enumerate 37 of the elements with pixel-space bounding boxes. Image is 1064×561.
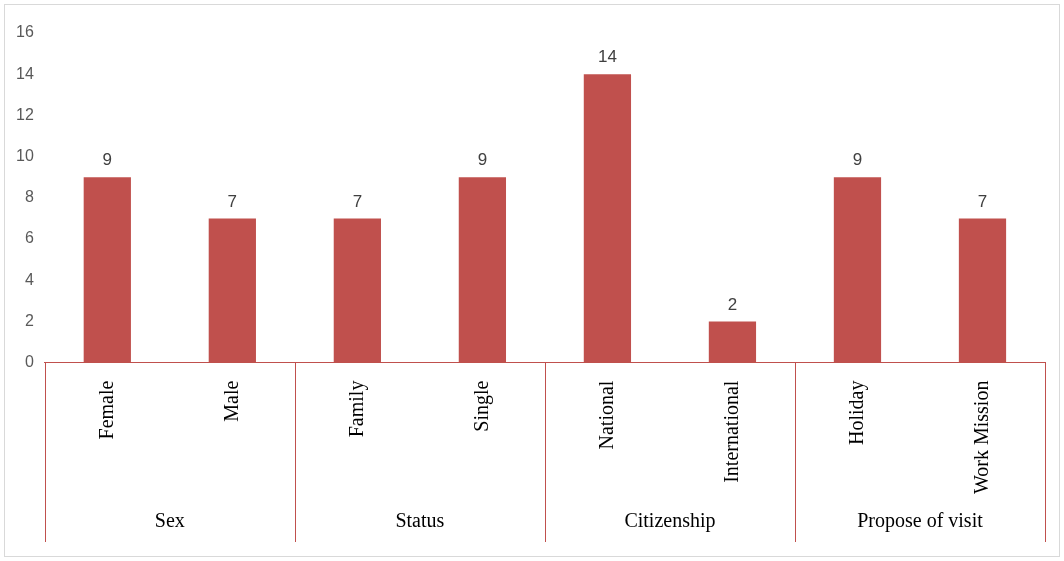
bar [958, 218, 1007, 363]
bar [208, 218, 256, 363]
x-tick-label: Work Mission [969, 380, 992, 495]
x-tick-label: Male [219, 380, 242, 422]
y-tick-label: 0 [24, 353, 34, 371]
y-tick-label: 4 [24, 270, 34, 288]
y-tick-label: 16 [16, 23, 34, 41]
x-tick-label: Holiday [844, 380, 868, 446]
data-label: 7 [227, 191, 238, 211]
text: Citizenship [624, 509, 716, 533]
bar [833, 177, 882, 363]
bar [583, 74, 632, 363]
y-tick-label: 10 [16, 147, 34, 165]
bar [708, 321, 757, 363]
data-label: 7 [977, 191, 988, 211]
x-tick-label: Female [94, 380, 117, 440]
y-tick-label: 2 [24, 311, 34, 329]
y-tick-label: 14 [16, 64, 34, 82]
bar [458, 177, 507, 363]
text: Status [395, 509, 445, 532]
x-tick-label: Family [344, 380, 368, 438]
data-label: 14 [597, 47, 617, 67]
y-tick-label: 6 [24, 229, 34, 247]
x-tick-label: International [719, 380, 742, 483]
bar [83, 177, 131, 363]
text: Sex [154, 509, 185, 532]
y-tick-label: 12 [16, 105, 34, 123]
text: Propose of visit [857, 509, 984, 533]
x-tick-label: National [594, 380, 617, 450]
x-tick-label: Single [469, 380, 493, 432]
data-label: 7 [352, 191, 363, 211]
data-label: 9 [102, 150, 113, 170]
bar [333, 218, 381, 363]
y-tick-label: 8 [24, 188, 34, 206]
data-label: 9 [477, 150, 488, 170]
data-label: 2 [727, 294, 738, 314]
data-label: 9 [852, 150, 863, 170]
